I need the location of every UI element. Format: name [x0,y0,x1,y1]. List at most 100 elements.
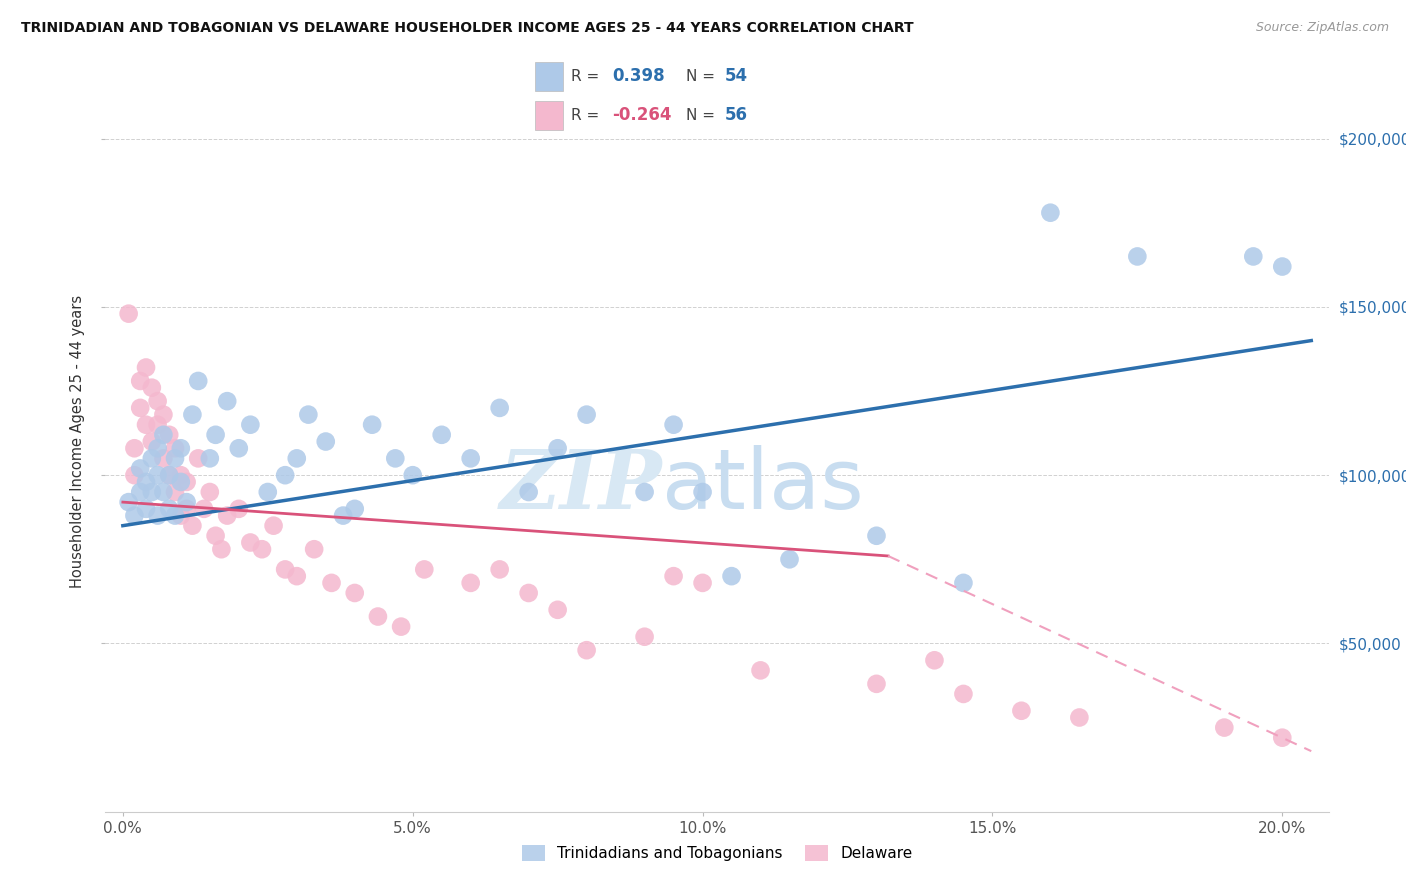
Point [285,569,308,583]
Point [157,468,180,483]
Point [384,451,406,466]
Point [176,475,198,489]
Text: N =: N = [686,69,720,84]
Point [176,495,198,509]
Point [343,501,366,516]
Point [692,575,714,590]
Point [662,417,685,432]
Point [146,508,169,523]
Point [924,653,946,667]
Point [1039,205,1062,219]
Point [152,427,174,442]
Text: N =: N = [686,108,720,123]
Point [129,485,152,500]
Point [1213,721,1236,735]
Point [117,307,139,321]
Text: 54: 54 [724,68,748,86]
Point [297,408,319,422]
Point [413,562,436,576]
Point [141,485,163,500]
Point [146,442,169,456]
Point [124,508,146,523]
Point [1271,731,1294,745]
Point [488,562,510,576]
Point [430,427,453,442]
Point [1010,704,1032,718]
Point [517,485,540,500]
Point [198,451,221,466]
Point [170,475,193,489]
Point [187,374,209,388]
Point [141,434,163,449]
Point [157,501,180,516]
Point [228,442,250,456]
Point [135,360,157,375]
Point [547,442,569,456]
Point [302,542,325,557]
Point [204,427,226,442]
Point [170,468,193,483]
Point [749,664,772,678]
Point [152,451,174,466]
Point [517,586,540,600]
Point [135,475,157,489]
Point [193,501,215,516]
Point [146,394,169,409]
Point [163,442,186,456]
Point [1241,250,1264,264]
Point [332,508,354,523]
Point [217,508,239,523]
Point [952,687,974,701]
Point [256,485,278,500]
Point [1126,250,1149,264]
Point [460,575,482,590]
Y-axis label: Householder Income Ages 25 - 44 years: Householder Income Ages 25 - 44 years [70,295,86,588]
FancyBboxPatch shape [536,62,562,91]
Point [865,677,887,691]
Point [163,485,186,500]
Point [228,501,250,516]
Point [315,434,337,449]
Point [389,619,412,633]
Point [141,381,163,395]
Point [633,630,655,644]
Point [460,451,482,466]
Point [152,485,174,500]
Text: ZIP: ZIP [499,446,662,526]
Point [575,408,598,422]
Point [692,485,714,500]
Point [198,485,221,500]
Point [343,586,366,600]
Point [209,542,232,557]
Point [217,394,239,409]
Text: atlas: atlas [662,445,863,526]
Point [135,501,157,516]
Point [163,508,186,523]
Text: R =: R = [571,69,605,84]
Point [239,535,262,549]
Point [129,461,152,475]
Point [263,518,285,533]
Point [402,468,425,483]
Point [239,417,262,432]
Text: -0.264: -0.264 [612,106,672,124]
Point [187,451,209,466]
Point [135,417,157,432]
Point [1271,260,1294,274]
Text: 0.398: 0.398 [612,68,665,86]
Point [129,401,152,415]
Text: Source: ZipAtlas.com: Source: ZipAtlas.com [1256,21,1389,34]
Point [152,408,174,422]
Point [274,468,297,483]
Point [170,442,193,456]
Point [633,485,655,500]
Point [181,518,204,533]
Point [181,408,204,422]
Point [124,468,146,483]
Point [575,643,598,657]
Point [952,575,974,590]
Point [274,562,297,576]
FancyBboxPatch shape [536,101,562,130]
Point [321,575,343,590]
Point [141,451,163,466]
